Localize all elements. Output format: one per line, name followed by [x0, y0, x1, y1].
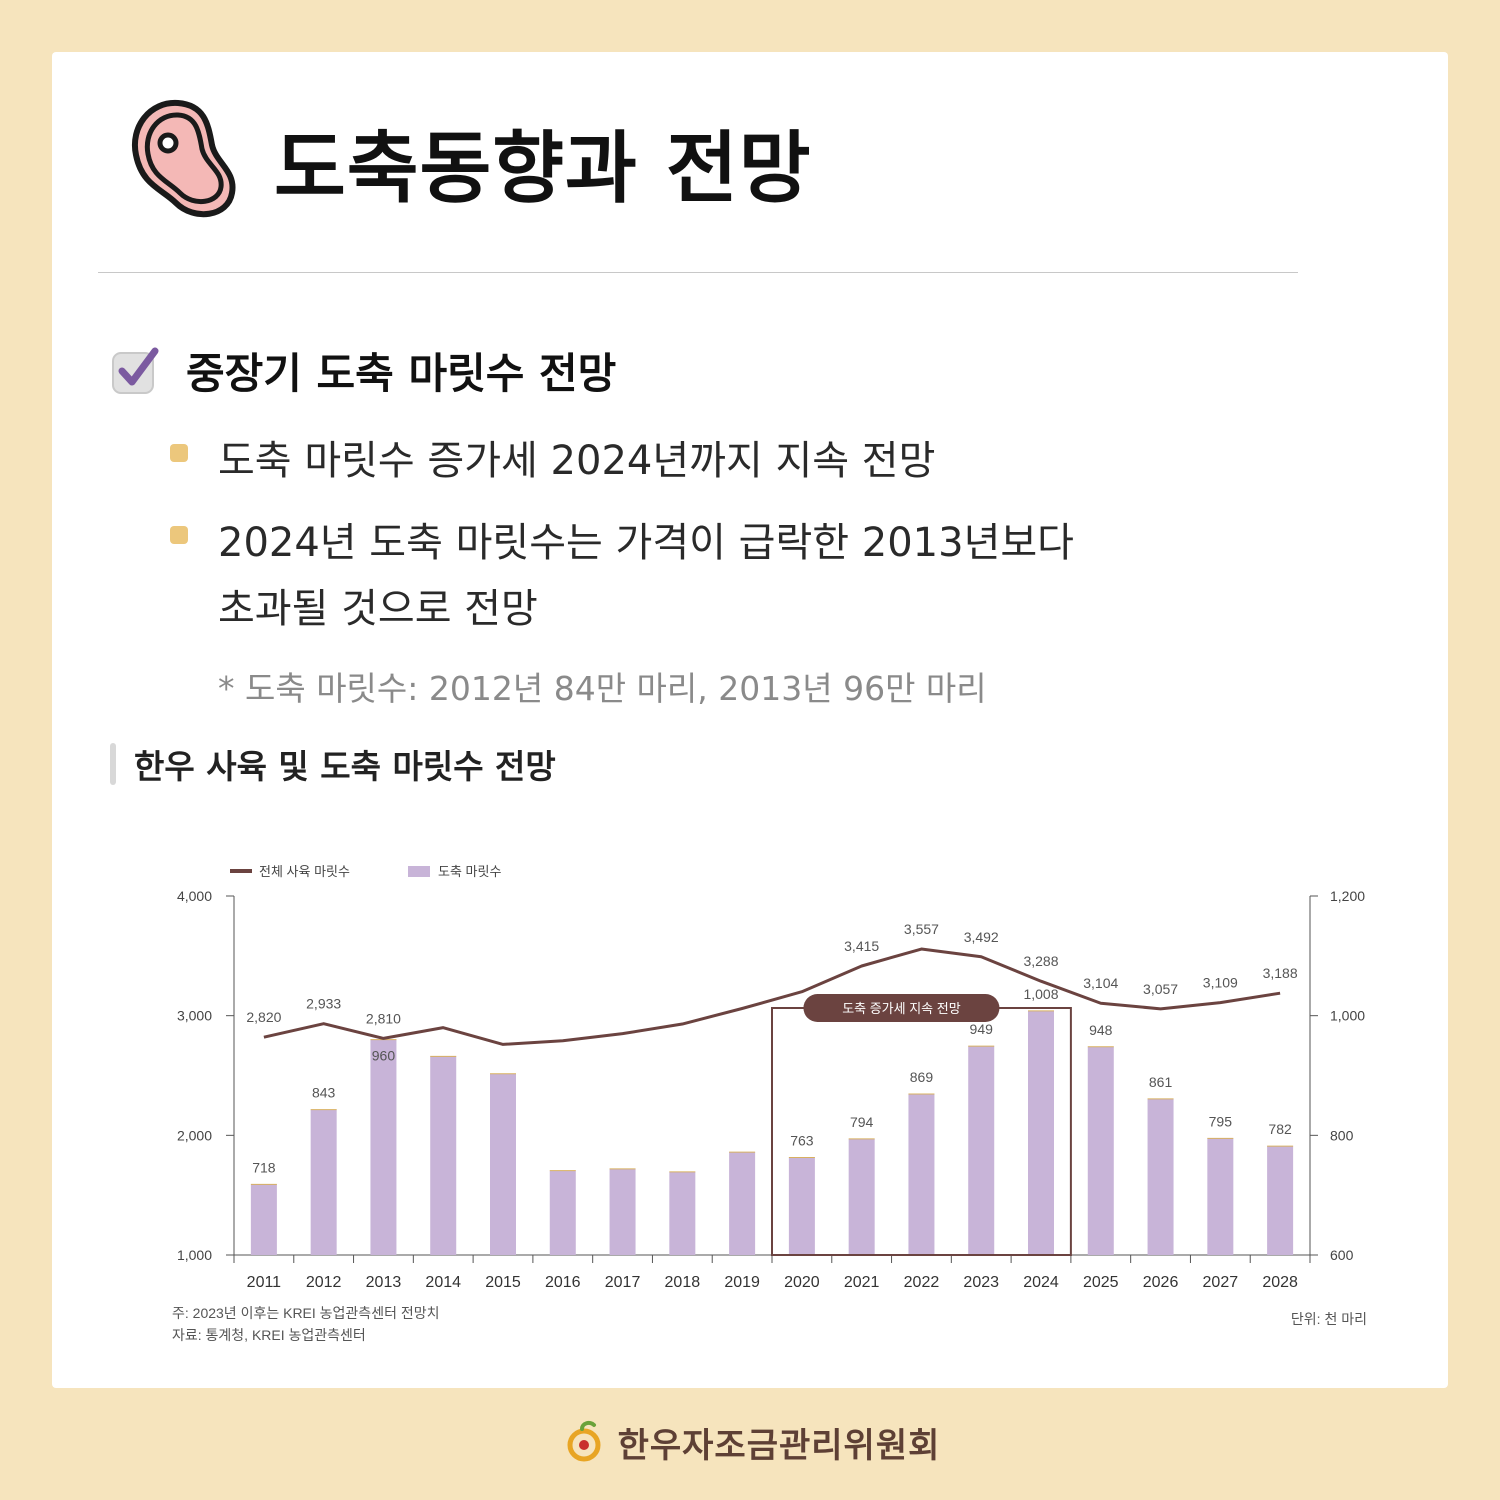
footnote: 주: 2023년 이후는 KREI 농업관측센터 전망치 [172, 1305, 439, 1321]
checkbox-icon [112, 347, 159, 394]
x-tick-label: 2022 [904, 1274, 940, 1291]
bar-value-label: 718 [252, 1159, 276, 1175]
bullet-text: 2024년 도축 마릿수는 가격이 급락한 2013년보다 초과될 것으로 전망 [218, 520, 1074, 632]
bar [310, 1109, 337, 1255]
x-tick-label: 2015 [485, 1274, 521, 1291]
bar [729, 1152, 756, 1255]
x-tick-label: 2016 [545, 1274, 581, 1291]
line-value-label: 3,288 [1023, 953, 1058, 969]
bullet-text: 도축 마릿수 증가세 2024년까지 지속 전망 [218, 438, 936, 484]
legend-label: 전체 사육 마릿수 [259, 864, 350, 879]
bullet-dot [170, 444, 188, 462]
bar-value-label: 1,008 [1023, 986, 1058, 1002]
footer: 한우자조금관리위원회 [0, 1418, 1500, 1467]
annotation-pill [803, 994, 1000, 1022]
unit-label: 단위: 천 마리 [1291, 1311, 1367, 1327]
bar-value-label: 782 [1268, 1121, 1292, 1137]
left-tick-label: 4,000 [177, 888, 212, 904]
bar [908, 1094, 935, 1255]
x-tick-label: 2017 [605, 1274, 641, 1291]
line-value-label: 2,933 [306, 996, 341, 1012]
chart-title: 한우 사육 및 도축 마릿수 전망 [134, 747, 556, 786]
chart-title-bar [110, 743, 116, 785]
line-value-label: 3,109 [1203, 975, 1238, 991]
x-tick-label: 2012 [306, 1274, 342, 1291]
bar-value-label: 869 [910, 1069, 934, 1085]
bullet-dot [170, 526, 188, 544]
bullet-item: 도축 마릿수 증가세 2024년까지 지속 전망 [170, 428, 935, 494]
line-value-label: 2,810 [366, 1010, 401, 1026]
title-divider [98, 272, 1298, 273]
note-text: * 도축 마릿수: 2012년 84만 마리, 2013년 96만 마리 [218, 669, 987, 708]
x-tick-label: 2028 [1262, 1274, 1298, 1291]
x-tick-label: 2027 [1203, 1274, 1239, 1291]
bar [1028, 1010, 1054, 1255]
line-value-label: 3,057 [1143, 981, 1178, 997]
bar-value-label: 949 [970, 1021, 994, 1037]
bar-value-label: 948 [1089, 1022, 1113, 1038]
line-value-label: 2,820 [246, 1009, 281, 1025]
bar [370, 1039, 397, 1255]
x-tick-label: 2021 [844, 1274, 880, 1291]
title-row: 도축동향과 전망 [120, 92, 811, 232]
bar-value-label: 763 [790, 1132, 814, 1148]
chart-title-row: 한우 사육 및 도축 마릿수 전망 [110, 740, 556, 788]
x-tick-label: 2013 [366, 1274, 402, 1291]
right-tick-label: 1,000 [1330, 1008, 1365, 1024]
bar [430, 1056, 457, 1255]
bar [968, 1046, 995, 1255]
x-tick-label: 2023 [963, 1274, 999, 1291]
line-series [263, 947, 1281, 1046]
line-value-label: 3,492 [964, 929, 999, 945]
line-value-label: 3,104 [1083, 975, 1118, 991]
bar [250, 1184, 277, 1255]
bar [1207, 1138, 1234, 1255]
right-tick-label: 1,200 [1330, 888, 1365, 904]
legend-label: 도축 마릿수 [438, 864, 501, 879]
right-tick-label: 800 [1330, 1127, 1354, 1143]
x-tick-label: 2014 [425, 1274, 461, 1291]
line-value-label: 3,188 [1263, 965, 1298, 981]
org-logo-icon [567, 1420, 601, 1461]
bar [669, 1171, 696, 1255]
bullet-item: 2024년 도축 마릿수는 가격이 급락한 2013년보다 초과될 것으로 전망 [170, 510, 1074, 642]
bar [549, 1170, 576, 1255]
left-tick-label: 2,000 [177, 1127, 212, 1143]
source-note: 자료: 통계청, KREI 농업관측센터 [172, 1327, 366, 1343]
x-tick-label: 2024 [1023, 1274, 1059, 1291]
x-tick-label: 2018 [665, 1274, 701, 1291]
right-tick-label: 600 [1330, 1247, 1354, 1263]
bar-value-label: 861 [1149, 1074, 1173, 1090]
x-tick-label: 2011 [247, 1274, 282, 1291]
bar-value-label: 795 [1209, 1113, 1233, 1129]
bar-value-label: 960 [372, 1048, 396, 1064]
bar [1267, 1146, 1294, 1255]
left-tick-label: 1,000 [177, 1247, 212, 1263]
x-tick-label: 2026 [1143, 1274, 1179, 1291]
x-tick-label: 2020 [784, 1274, 820, 1291]
bar [490, 1073, 516, 1255]
x-tick-label: 2019 [724, 1274, 760, 1291]
meat-icon [131, 99, 236, 218]
line-value-label: 3,415 [844, 938, 879, 954]
bar [788, 1157, 815, 1255]
bar-value-label: 843 [312, 1085, 336, 1101]
section-header: 중장기 도축 마릿수 전망 [110, 340, 616, 401]
x-tick-label: 2025 [1083, 1274, 1119, 1291]
bar-value-label: 794 [850, 1114, 874, 1130]
bar [848, 1138, 875, 1255]
bar [1087, 1046, 1114, 1255]
line-value-label: 3,557 [904, 921, 939, 937]
bar [1147, 1098, 1174, 1255]
page-title: 도축동향과 전망 [274, 124, 812, 214]
section-title: 중장기 도축 마릿수 전망 [186, 349, 617, 398]
legend-bar-swatch [408, 866, 430, 877]
org-name: 한우자조금관리위원회 [617, 1426, 941, 1466]
annotation-label: 도축 증가세 지속 전망 [842, 1001, 961, 1016]
left-tick-label: 3,000 [177, 1008, 212, 1024]
bar [609, 1168, 636, 1255]
